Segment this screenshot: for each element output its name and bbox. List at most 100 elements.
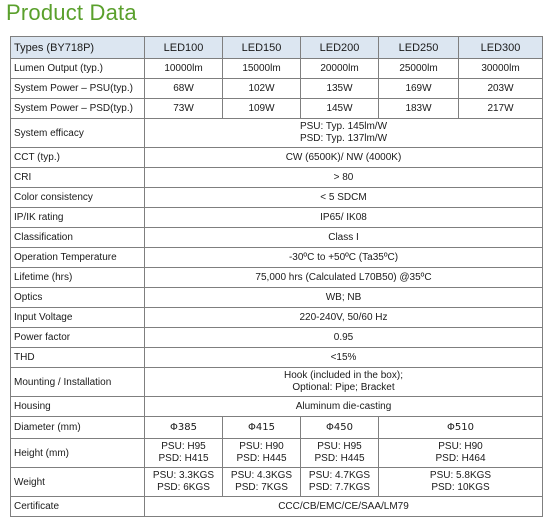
cell-value: Hook (included in the box); Optional: Pi… (144, 367, 543, 397)
table-row-input-voltage: Input Voltage 220-240V, 50/60 Hz (10, 307, 543, 328)
model-header: LED150 (222, 36, 301, 59)
table-header-row: Types (BY718P) LED100 LED150 LED200 LED2… (10, 36, 543, 59)
cell-value: 109W (222, 98, 301, 119)
cell-value: 73W (144, 98, 223, 119)
row-label: IP/IK rating (10, 207, 145, 228)
row-label: System Power – PSU(typ.) (10, 78, 145, 99)
cell-value: Φ510 (378, 416, 543, 439)
cell-value: 15000lm (222, 58, 301, 79)
cell-value: 0.95 (144, 327, 543, 348)
cell-value: PSU: 5.8KGS PSD: 10KGS (378, 467, 543, 497)
cell-value: PSU: H95 PSD: H445 (300, 438, 379, 468)
table-row-classification: Classification Class I (10, 227, 543, 248)
cell-value: < 5 SDCM (144, 187, 543, 208)
cell-value: PSU: H90 PSD: H464 (378, 438, 543, 468)
table-row-height: Height (mm) PSU: H95 PSD: H415 PSU: H90 … (10, 438, 543, 468)
weight-psu: PSU: 5.8KGS (429, 470, 492, 481)
cell-value: WB; NB (144, 287, 543, 308)
table-row-power-factor: Power factor 0.95 (10, 327, 543, 348)
table-row-diameter: Diameter (mm) Φ385 Φ415 Φ450 Φ510 (10, 416, 543, 439)
table-row-housing: Housing Aluminum die-casting (10, 396, 543, 417)
table-row-lifetime: Lifetime (hrs) 75,000 hrs (Calculated L7… (10, 267, 543, 288)
cell-value: PSU: H95 PSD: H415 (144, 438, 223, 468)
table-row-lumen-output: Lumen Output (typ.) 10000lm 15000lm 2000… (10, 58, 543, 79)
row-label: Housing (10, 396, 145, 417)
cell-value: 30000lm (458, 58, 543, 79)
cell-value: Class I (144, 227, 543, 248)
model-header: LED300 (458, 36, 543, 59)
cell-value: PSU: 3.3KGS PSD: 6KGS (144, 467, 223, 497)
table-row-power-psu: System Power – PSU(typ.) 68W 102W 135W 1… (10, 78, 543, 99)
table-row-thd: THD <15% (10, 347, 543, 368)
height-psu: PSU: H95 (317, 441, 362, 452)
weight-psd: PSD: 7KGS (235, 482, 288, 493)
row-label: CRI (10, 167, 145, 188)
table-row-optics: Optics WB; NB (10, 287, 543, 308)
row-label: Color consistency (10, 187, 145, 208)
height-psd: PSD: H415 (158, 453, 209, 464)
cell-value: Aluminum die-casting (144, 396, 543, 417)
row-label: Input Voltage (10, 307, 145, 328)
height-psd: PSD: H464 (435, 453, 486, 464)
product-data-table: Types (BY718P) LED100 LED150 LED200 LED2… (10, 36, 543, 517)
table-row-cct: CCT (typ.) CW (6500K)/ NW (4000K) (10, 147, 543, 168)
table-row-color-consistency: Color consistency < 5 SDCM (10, 187, 543, 208)
row-label: Mounting / Installation (10, 367, 145, 397)
cell-value: 145W (300, 98, 379, 119)
row-label: Lumen Output (typ.) (10, 58, 145, 79)
table-row-power-psd: System Power – PSD(typ.) 73W 109W 145W 1… (10, 98, 543, 119)
row-label: Power factor (10, 327, 145, 348)
row-label: Optics (10, 287, 145, 308)
cell-value: 75,000 hrs (Calculated L70B50) @35ºC (144, 267, 543, 288)
cell-value: -30ºC to +50ºC (Ta35ºC) (144, 247, 543, 268)
weight-psd: PSD: 6KGS (157, 482, 210, 493)
table-row-weight: Weight PSU: 3.3KGS PSD: 6KGS PSU: 4.3KGS… (10, 467, 543, 497)
row-label: Operation Temperature (10, 247, 145, 268)
cell-value: Φ385 (144, 416, 223, 439)
cell-value: 183W (378, 98, 459, 119)
height-psu: PSU: H90 (239, 441, 284, 452)
table-row-ip-rating: IP/IK rating IP65/ IK08 (10, 207, 543, 228)
efficacy-psd: PSD: Typ. 137lm/W (299, 133, 388, 144)
cell-value: PSU: 4.3KGS PSD: 7KGS (222, 467, 301, 497)
row-label: Classification (10, 227, 145, 248)
cell-value: Φ415 (222, 416, 301, 439)
cell-value: <15% (144, 347, 543, 368)
cell-value: CW (6500K)/ NW (4000K) (144, 147, 543, 168)
cell-value: > 80 (144, 167, 543, 188)
cell-value: 203W (458, 78, 543, 99)
row-label: System efficacy (10, 118, 145, 148)
row-label: CCT (typ.) (10, 147, 145, 168)
cell-value: 68W (144, 78, 223, 99)
cell-value: 25000lm (378, 58, 459, 79)
cell-value: PSU: Typ. 145lm/W PSD: Typ. 137lm/W (144, 118, 543, 148)
cell-value: 20000lm (300, 58, 379, 79)
model-header: LED250 (378, 36, 459, 59)
model-header: LED200 (300, 36, 379, 59)
table-row-cri: CRI > 80 (10, 167, 543, 188)
height-psu: PSU: H90 (438, 441, 483, 452)
cell-value: PSU: 4.7KGS PSD: 7.7KGS (300, 467, 379, 497)
table-row-efficacy: System efficacy PSU: Typ. 145lm/W PSD: T… (10, 118, 543, 148)
weight-psu: PSU: 4.7KGS (308, 470, 371, 481)
table-row-mounting: Mounting / Installation Hook (included i… (10, 367, 543, 397)
cell-value: CCC/CB/EMC/CE/SAA/LM79 (144, 496, 543, 517)
page-title: Product Data (6, 0, 137, 25)
cell-value: 169W (378, 78, 459, 99)
cell-value: PSU: H90 PSD: H445 (222, 438, 301, 468)
row-label: Weight (10, 467, 145, 497)
row-label: THD (10, 347, 145, 368)
weight-psd: PSD: 10KGS (431, 482, 490, 493)
cell-value: 220-240V, 50/60 Hz (144, 307, 543, 328)
row-label: Certificate (10, 496, 145, 517)
height-psu: PSU: H95 (161, 441, 206, 452)
cell-value: 10000lm (144, 58, 223, 79)
row-label: Diameter (mm) (10, 416, 145, 439)
cell-value: IP65/ IK08 (144, 207, 543, 228)
mounting-line-2: Optional: Pipe; Bracket (292, 382, 395, 393)
model-header: LED100 (144, 36, 223, 59)
weight-psu: PSU: 3.3KGS (152, 470, 215, 481)
efficacy-psu: PSU: Typ. 145lm/W (299, 121, 388, 132)
weight-psd: PSD: 7.7KGS (308, 482, 371, 493)
cell-value: Φ450 (300, 416, 379, 439)
